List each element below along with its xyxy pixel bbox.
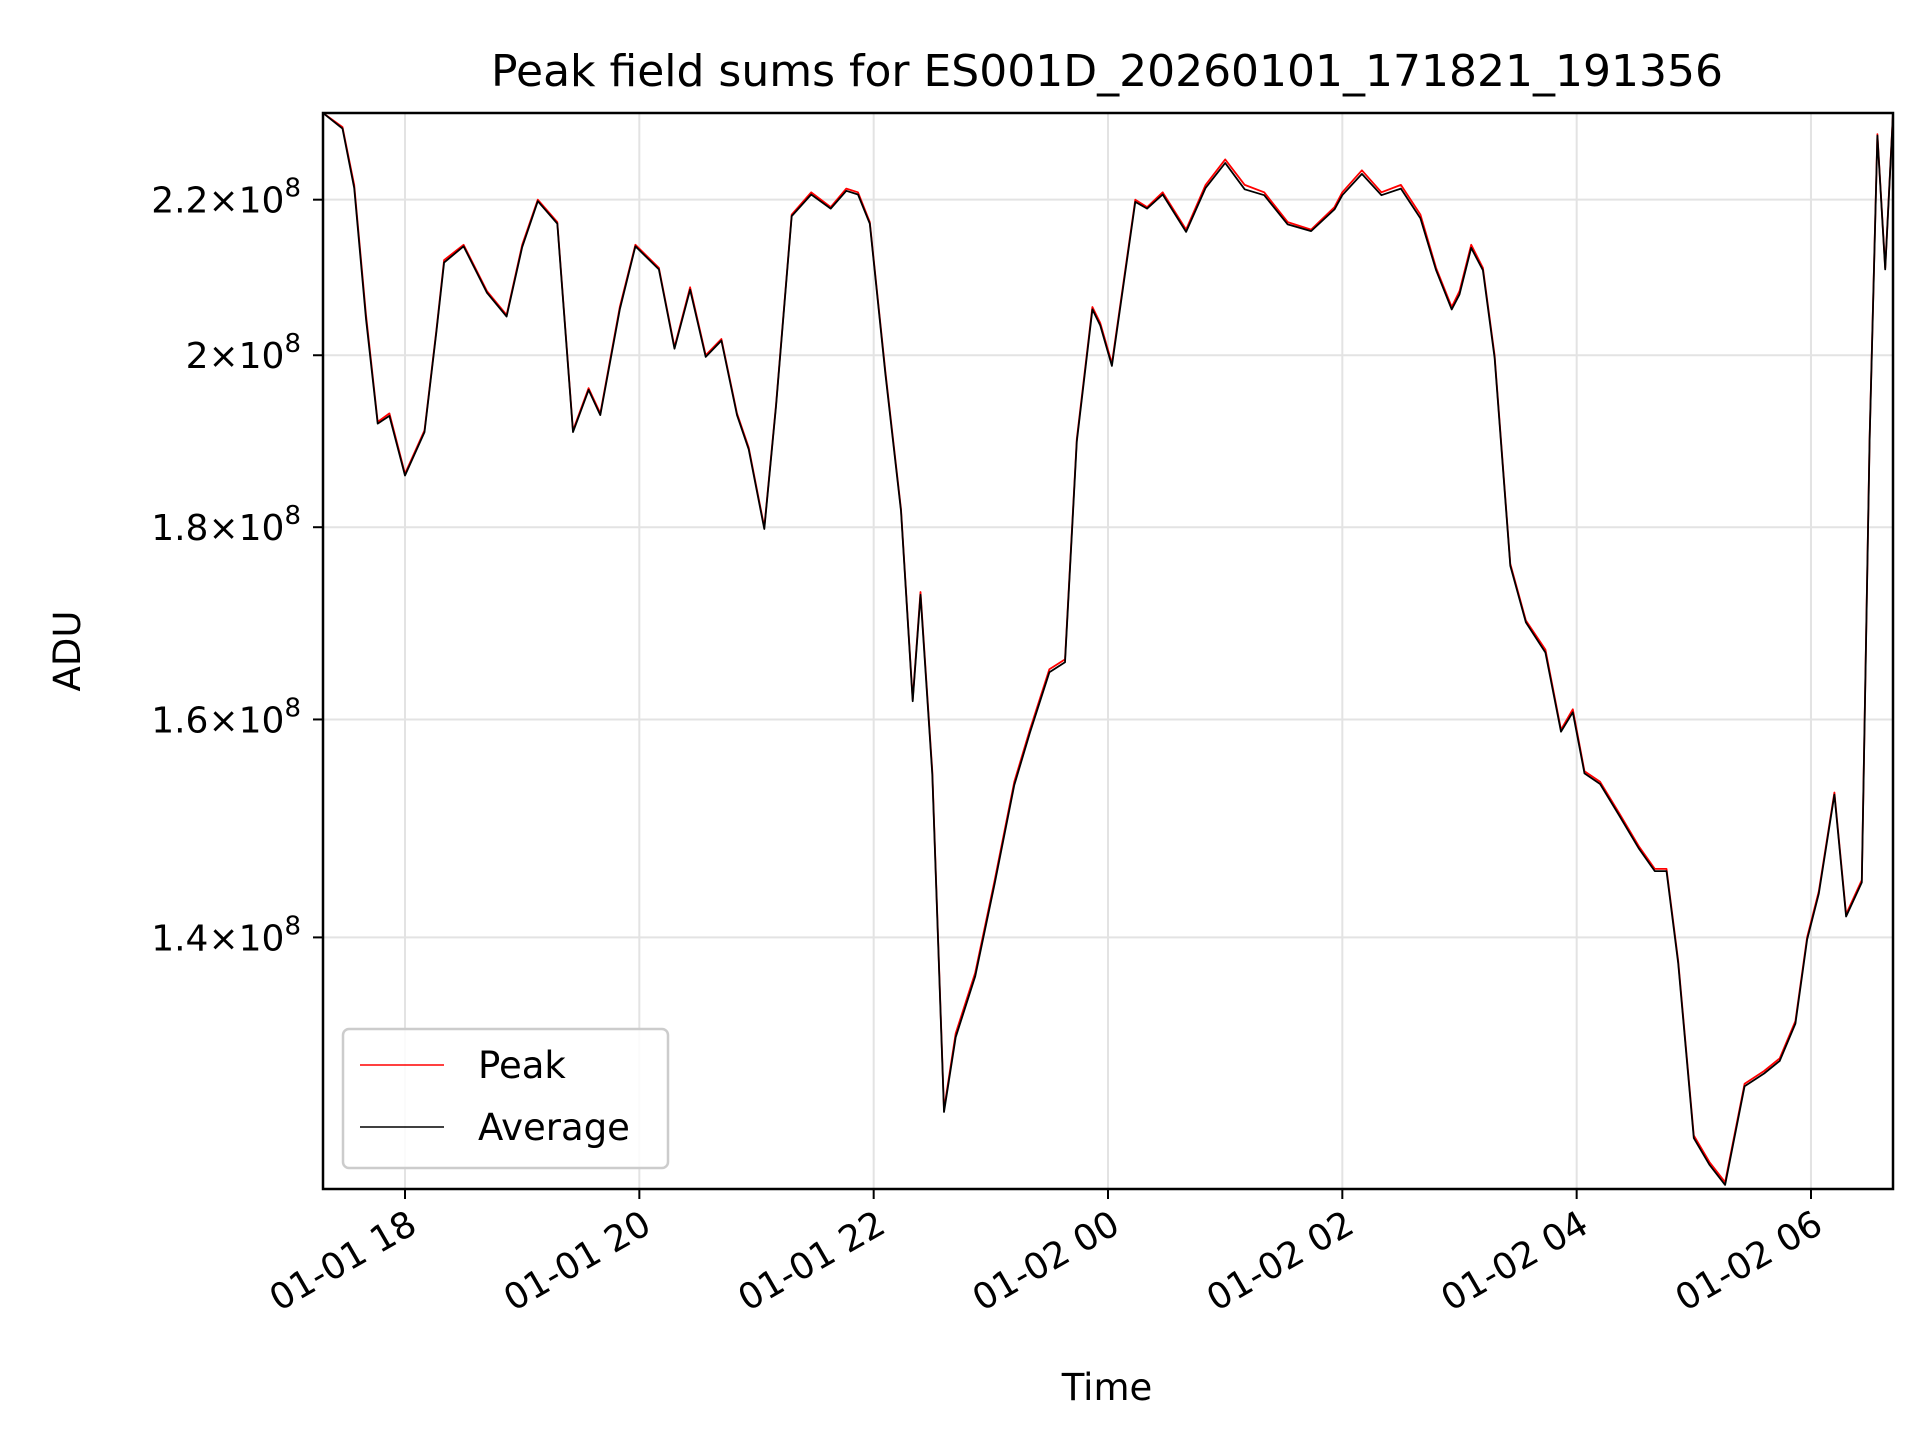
y-tick-times: ×10 xyxy=(208,918,284,959)
y-tick-label: 1.4×108 xyxy=(151,911,301,959)
y-tick-exponent: 8 xyxy=(284,501,301,531)
legend-average-label: Average xyxy=(478,1106,630,1149)
y-tick-times: ×10 xyxy=(208,508,284,549)
y-tick-times: ×10 xyxy=(208,700,284,741)
y-tick-exponent: 8 xyxy=(284,693,301,723)
y-tick-label: 2.2×108 xyxy=(151,174,301,222)
y-tick-exponent: 8 xyxy=(284,174,301,204)
legend-peak-label: Peak xyxy=(478,1044,566,1087)
y-tick-mantissa: 2 xyxy=(186,336,209,377)
y-axis-label: ADU xyxy=(46,611,89,692)
series-line-average xyxy=(323,113,1893,1186)
y-tick-mantissa: 1.4 xyxy=(151,918,208,959)
y-tick-mantissa: 1.6 xyxy=(151,700,208,741)
y-tick-label: 1.8×108 xyxy=(151,501,301,549)
y-tick-label: 1.6×108 xyxy=(151,693,301,741)
y-tick-mantissa: 1.8 xyxy=(151,508,208,549)
legend: Peak Average xyxy=(341,1027,670,1170)
y-tick-label: 2×108 xyxy=(186,329,301,377)
chart-title: Peak field sums for ES001D_20260101_1718… xyxy=(491,46,1723,97)
legend-box xyxy=(341,1027,670,1170)
series-line-peak xyxy=(323,113,1893,1184)
y-tick-times: ×10 xyxy=(208,336,284,377)
y-tick-mantissa: 2.2 xyxy=(151,181,208,222)
y-tick-times: ×10 xyxy=(208,181,284,222)
y-tick-exponent: 8 xyxy=(284,329,301,359)
series-group xyxy=(323,113,1893,1186)
x-axis-label: Time xyxy=(1061,1366,1153,1409)
y-tick-exponent: 8 xyxy=(284,911,301,941)
